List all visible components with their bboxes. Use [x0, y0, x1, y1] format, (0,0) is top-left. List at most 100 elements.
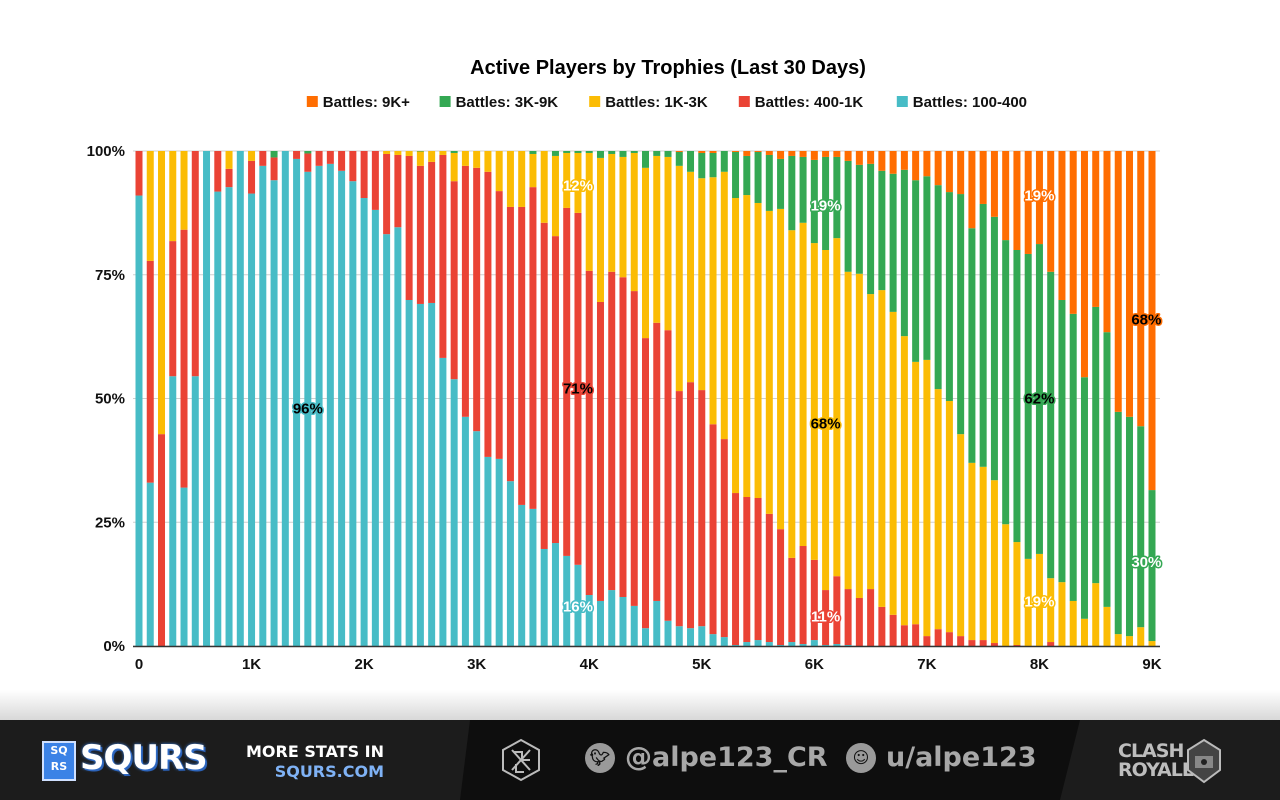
- bar-segment: [687, 171, 695, 383]
- bar-segment: [1148, 641, 1156, 646]
- bar-segment: [1013, 542, 1021, 646]
- bar-segment: [630, 291, 638, 606]
- bar-segment: [383, 234, 391, 646]
- bar-segment: [529, 151, 537, 154]
- bar-segment: [529, 187, 537, 509]
- bar-segment: [293, 158, 301, 647]
- bar-segment: [945, 400, 953, 633]
- data-label: 30%: [1131, 554, 1161, 571]
- bar-segment: [1047, 578, 1055, 643]
- bars: [135, 151, 1156, 647]
- bar-segment: [822, 645, 830, 646]
- bar-segment: [1069, 313, 1077, 601]
- bar-segment: [326, 163, 334, 646]
- bar-segment: [1114, 411, 1122, 635]
- bar-segment: [461, 165, 469, 417]
- bar-segment: [1069, 600, 1077, 646]
- bar-segment: [664, 156, 672, 331]
- data-label: 16%: [563, 598, 593, 615]
- bar-segment: [957, 194, 965, 435]
- bar-segment: [923, 359, 931, 637]
- bar-segment: [765, 210, 773, 514]
- bar-segment: [585, 595, 593, 646]
- bar-segment: [799, 644, 807, 646]
- bar-segment: [608, 151, 616, 154]
- clash-royale-logo-icon: [1187, 738, 1221, 784]
- bar-segment: [608, 590, 616, 646]
- bar-segment: [529, 508, 537, 646]
- bar-segment: [461, 151, 469, 166]
- bar-segment: [889, 311, 897, 615]
- bar-segment: [1035, 151, 1043, 245]
- bar-segment: [833, 151, 841, 157]
- twitter-link[interactable]: 🐦︎ @alpe123_CR: [585, 742, 828, 773]
- bar-segment: [574, 212, 582, 565]
- bar-segment: [1002, 524, 1010, 646]
- bar-segment: [596, 157, 604, 302]
- bar-segment: [450, 379, 458, 646]
- bar-segment: [405, 155, 413, 300]
- bar-segment: [855, 164, 863, 274]
- bar-segment: [450, 151, 458, 153]
- legend-label: Battles: 3K-9K: [456, 94, 559, 111]
- bar-segment: [833, 576, 841, 645]
- more-stats-link[interactable]: MORE STATS IN SQURS.COM: [200, 742, 384, 782]
- bar-segment: [383, 151, 391, 154]
- bar-segment: [405, 151, 413, 156]
- bar-segment: [979, 466, 987, 641]
- bar-segment: [833, 238, 841, 577]
- y-tick-label: 100%: [87, 143, 125, 160]
- bar-segment: [822, 250, 830, 591]
- bar-segment: [563, 555, 571, 646]
- bar-segment: [518, 151, 526, 207]
- chart-title: Active Players by Trophies (Last 30 Days…: [470, 57, 866, 79]
- bar-segment: [777, 151, 785, 159]
- bar-segment: [394, 154, 402, 228]
- reddit-handle: u/alpe123: [886, 742, 1037, 773]
- legend: Battles: 9K+ Battles: 3K-9K Battles: 1K-3K…: [306, 94, 1027, 111]
- bar-segment: [563, 207, 571, 556]
- bar-segment: [405, 299, 413, 646]
- bar-segment: [439, 357, 447, 646]
- data-label: 96%: [293, 400, 323, 417]
- bar-segment: [225, 168, 233, 188]
- bar-segment: [416, 303, 424, 646]
- squrs-logo-icon: SQ RS: [42, 741, 76, 781]
- bar-segment: [191, 151, 199, 377]
- bar-segment: [743, 497, 751, 643]
- bar-segment: [698, 178, 706, 391]
- bar-segment: [270, 151, 278, 158]
- bar-segment: [675, 626, 683, 646]
- bar-segment: [1092, 583, 1100, 646]
- bar-segment: [259, 151, 267, 166]
- bar-segment: [574, 152, 582, 213]
- bar-segment: [687, 151, 695, 172]
- bar-segment: [822, 590, 830, 646]
- bar-segment: [529, 153, 537, 188]
- squrs-url[interactable]: SQURS.COM: [274, 762, 384, 781]
- bar-segment: [912, 624, 920, 646]
- bar-segment: [732, 645, 740, 646]
- bar-segment: [934, 151, 942, 186]
- bar-segment: [878, 170, 886, 291]
- bar-segment: [383, 153, 391, 235]
- bar-segment: [720, 151, 728, 172]
- data-label: 62%: [1024, 391, 1054, 408]
- bar-segment: [506, 206, 514, 482]
- bar-segment: [169, 376, 177, 646]
- bar-segment: [180, 151, 188, 230]
- bar-segment: [619, 151, 627, 157]
- bar-segment: [900, 336, 908, 626]
- bar-segment: [630, 151, 638, 153]
- bar-segment: [777, 645, 785, 646]
- bar-segment: [349, 151, 357, 182]
- reddit-link[interactable]: ☺ u/alpe123: [846, 742, 1037, 773]
- footer-left-panel: [0, 720, 470, 800]
- bar-segment: [135, 151, 143, 196]
- bar-segment: [248, 160, 256, 194]
- bar-segment: [799, 546, 807, 645]
- bar-segment: [765, 513, 773, 643]
- bar-segment: [1002, 240, 1010, 525]
- bar-segment: [653, 151, 661, 156]
- bar-segment: [1013, 250, 1021, 543]
